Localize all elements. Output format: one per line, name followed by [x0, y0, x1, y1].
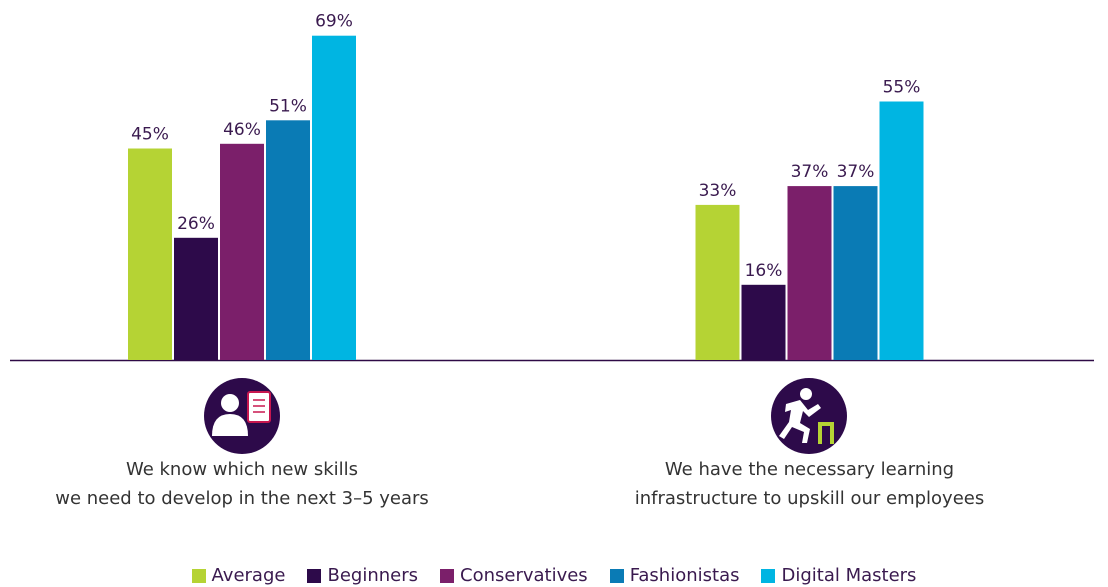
learning-icon: [771, 378, 847, 454]
bar: [220, 143, 264, 360]
legend-label: Fashionistas: [629, 565, 740, 586]
value-label: 37%: [791, 162, 829, 182]
value-label: 33%: [699, 181, 737, 201]
value-label: 37%: [837, 162, 875, 182]
legend-label: Average: [211, 565, 286, 586]
legend-item: Beginners: [307, 565, 418, 586]
value-label: 55%: [883, 78, 921, 98]
bar: [695, 204, 740, 360]
legend-swatch: [761, 568, 776, 583]
bar: [833, 186, 878, 360]
legend-item: Digital Masters: [761, 565, 916, 586]
legend-swatch: [609, 568, 624, 583]
value-label: 51%: [269, 96, 307, 116]
legend-label: Conservatives: [460, 565, 588, 586]
value-label: 16%: [745, 261, 783, 281]
legend: Average Beginners Conservatives Fashionista…: [0, 565, 1108, 586]
bar: [787, 186, 832, 360]
legend-item: Conservatives: [440, 565, 588, 586]
legend-label: Digital Masters: [781, 565, 917, 586]
bar: [128, 148, 172, 360]
value-label: 26%: [177, 214, 215, 234]
value-label: 69%: [315, 12, 353, 32]
skills-icon: [204, 378, 280, 454]
legend-swatch: [440, 568, 454, 583]
legend-swatch: [191, 568, 206, 583]
legend-swatch: [307, 568, 322, 583]
bar: [879, 101, 924, 360]
category-label: We know which new skills we need to deve…: [55, 459, 429, 509]
bar: [312, 35, 356, 360]
legend-label: Beginners: [327, 565, 418, 586]
legend-item: Average: [191, 565, 286, 586]
legend-item: Fashionistas: [609, 565, 740, 586]
value-label: 45%: [131, 125, 169, 145]
bar: [174, 237, 218, 360]
value-label: 46%: [223, 120, 261, 140]
bar: [741, 284, 786, 360]
bar: [266, 120, 310, 360]
category-label: We have the necessary learning infrastru…: [634, 459, 985, 509]
